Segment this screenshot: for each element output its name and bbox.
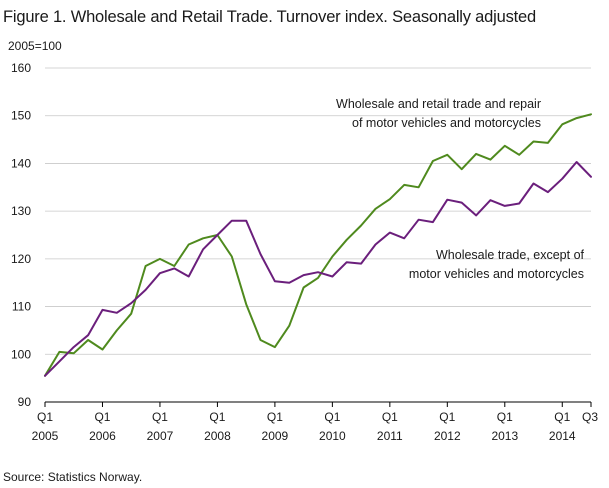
x-tick-label-year: 2007: [147, 429, 174, 443]
y-tick-label: 100: [11, 347, 31, 361]
x-tick-label-quarter: Q1: [439, 410, 455, 424]
x-tick-label-quarter: Q1: [94, 410, 110, 424]
y-tick-label: 90: [18, 395, 32, 409]
series-annotation-line: of motor vehicles and motorcycles: [352, 116, 541, 130]
y-tick-label: 160: [11, 61, 31, 75]
x-tick-label-quarter: Q1: [267, 410, 283, 424]
x-tick-label-year: 2011: [377, 429, 403, 443]
series-annotation-line: Wholesale trade, except of: [436, 248, 585, 262]
y-tick-label: 150: [11, 109, 31, 123]
y-axis-tick-labels: 90 100 110 120 130 140 150 160: [11, 61, 31, 409]
x-tick-label-quarter: Q1: [209, 410, 225, 424]
chart-title: Figure 1. Wholesale and Retail Trade. Tu…: [3, 8, 536, 26]
y-tick-label: 130: [11, 204, 31, 218]
x-tick-label-quarter: Q1: [324, 410, 340, 424]
gridlines: [45, 67, 591, 403]
y-axis-unit-label: 2005=100: [8, 39, 62, 53]
y-tick-label: 120: [11, 252, 31, 266]
series-line-wholesale-and-retail: [44, 113, 592, 377]
x-tick-label-quarter: Q3: [582, 410, 598, 424]
x-tick-label-quarter: Q1: [37, 410, 53, 424]
source-note: Source: Statistics Norway.: [3, 470, 143, 484]
x-tick-label-year: 2009: [262, 429, 289, 443]
series-annotation-line: motor vehicles and motorcycles: [409, 267, 584, 281]
x-tick-label-year: 2013: [491, 429, 518, 443]
series-annotation-line: Wholesale and retail trade and repair: [336, 97, 541, 111]
x-tick-label-year: 2014: [549, 429, 576, 443]
x-axis-tick-labels: Q1 2005 Q1 2006 Q1 2007 Q1 2008 Q1 2009 Q1 2010 Q1 20…: [32, 402, 598, 443]
x-tick-label-year: 2012: [434, 429, 461, 443]
x-tick-label-quarter: Q1: [382, 410, 398, 424]
series-lines: [44, 113, 592, 377]
x-tick-label-year: 2005: [32, 429, 59, 443]
y-tick-label: 140: [11, 156, 31, 170]
x-tick-label-quarter: Q1: [497, 410, 513, 424]
y-tick-label: 110: [12, 300, 31, 314]
series-annotations: Wholesale and retail trade and repair of …: [336, 97, 585, 281]
x-tick-label-quarter: Q1: [554, 410, 570, 424]
series-line-wholesale-only: [44, 161, 592, 377]
x-tick-label-quarter: Q1: [152, 410, 168, 424]
x-tick-label-year: 2008: [204, 429, 231, 443]
x-tick-label-year: 2010: [319, 429, 346, 443]
x-tick-label-year: 2006: [89, 429, 116, 443]
